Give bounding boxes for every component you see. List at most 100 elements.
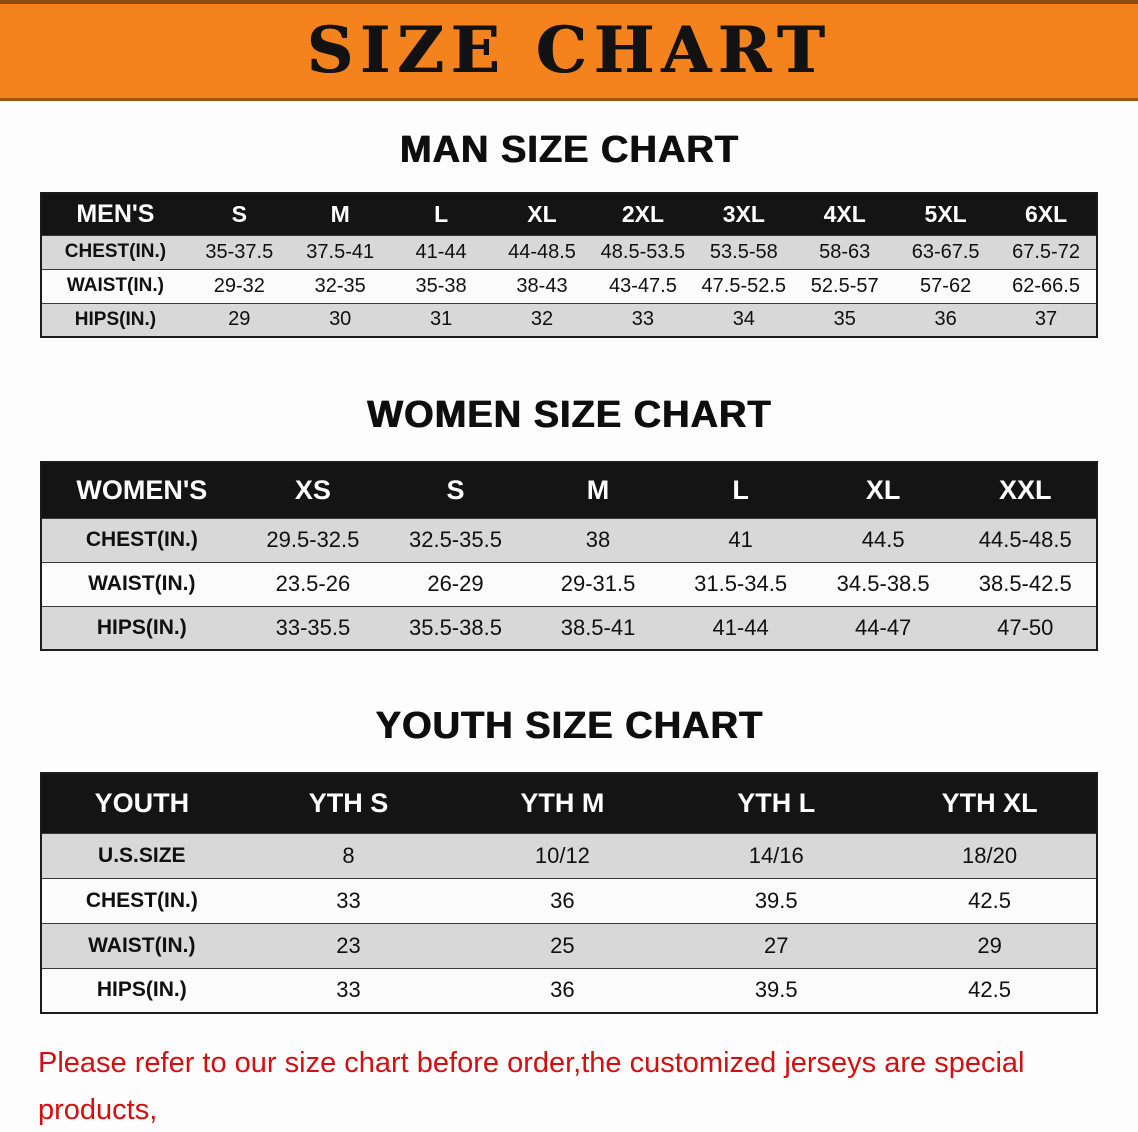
value-cell: 30 xyxy=(289,302,391,337)
table-header-row: WOMEN'S XS S M L XL XXL xyxy=(41,462,1097,518)
women-size-section: WOMEN SIZE CHART WOMEN'S XS S M L XL XXL CHEST(… xyxy=(0,394,1138,651)
size-header-cell: S xyxy=(384,462,527,518)
value-cell: 18/20 xyxy=(883,832,1097,878)
table-row: WAIST(IN.) 29-32 32-35 35-38 38-43 43-47.5 47.… xyxy=(41,268,1097,303)
table-row: WAIST(IN.) 23.5-26 26-29 29-31.5 31.5-34.5 34… xyxy=(41,561,1097,606)
value-cell: 35 xyxy=(794,302,896,337)
table-header-row: YOUTH YTH S YTH M YTH L YTH XL xyxy=(41,773,1097,833)
value-cell: 32 xyxy=(491,302,593,337)
value-cell: 63-67.5 xyxy=(895,234,997,269)
table-title-cell: YOUTH xyxy=(41,773,242,833)
value-cell: 38-43 xyxy=(491,268,593,303)
women-size-table: WOMEN'S XS S M L XL XXL CHEST(IN.) 29.5-32.5 32.5… xyxy=(40,461,1098,651)
men-section-heading: MAN SIZE CHART xyxy=(399,129,739,171)
value-cell: 34 xyxy=(693,302,795,337)
size-header-cell: M xyxy=(289,193,391,235)
value-cell: 33 xyxy=(241,967,456,1013)
value-cell: 44.5-48.5 xyxy=(954,517,1097,562)
size-header-cell: L xyxy=(390,193,492,235)
table-title-cell: MEN'S xyxy=(41,193,189,235)
size-header-cell: XS xyxy=(241,462,385,518)
notice-line-1: Please refer to our size chart before or… xyxy=(38,1047,1025,1126)
size-header-cell: S xyxy=(188,193,290,235)
size-header-cell: YTH XL xyxy=(883,773,1097,833)
table-row: CHEST(IN.) 29.5-32.5 32.5-35.5 38 41 44.5 44.5… xyxy=(41,517,1097,562)
value-cell: 29 xyxy=(883,922,1097,968)
women-section-heading: WOMEN SIZE CHART xyxy=(366,394,772,436)
men-size-section: MAN SIZE CHART MEN'S S M L XL 2XL 3XL 4XL 5XL 6XL… xyxy=(0,129,1138,338)
value-cell: 52.5-57 xyxy=(794,268,896,303)
men-size-table: MEN'S S M L XL 2XL 3XL 4XL 5XL 6XL CHEST(IN.) 35-37… xyxy=(40,192,1098,338)
value-cell: 44-48.5 xyxy=(491,234,593,269)
value-cell: 34.5-38.5 xyxy=(811,561,955,606)
table-row: CHEST(IN.) 35-37.5 37.5-41 41-44 44-48.5 48.5… xyxy=(41,234,1097,269)
footer-notice: Please refer to our size chart before or… xyxy=(0,1040,1138,1132)
value-cell: 44.5 xyxy=(811,517,955,562)
value-cell: 35.5-38.5 xyxy=(384,605,527,650)
row-label-cell: CHEST(IN.) xyxy=(41,877,242,923)
size-header-cell: 5XL xyxy=(895,193,997,235)
value-cell: 62-66.5 xyxy=(996,268,1097,303)
table-row: HIPS(IN.) 33-35.5 35.5-38.5 38.5-41 41-44 44-… xyxy=(41,605,1097,650)
table-row: WAIST(IN.) 23 25 27 29 xyxy=(41,922,1097,968)
size-header-cell: L xyxy=(669,462,812,518)
value-cell: 29 xyxy=(188,302,290,337)
size-header-cell: XL xyxy=(811,462,955,518)
value-cell: 33 xyxy=(592,302,694,337)
row-label-cell: CHEST(IN.) xyxy=(41,517,242,562)
value-cell: 53.5-58 xyxy=(693,234,795,269)
value-cell: 47-50 xyxy=(954,605,1097,650)
value-cell: 42.5 xyxy=(883,877,1097,923)
value-cell: 27 xyxy=(669,922,884,968)
value-cell: 8 xyxy=(241,832,456,878)
youth-section-heading: YOUTH SIZE CHART xyxy=(375,705,763,747)
value-cell: 41-44 xyxy=(390,234,492,269)
value-cell: 47.5-52.5 xyxy=(693,268,795,303)
value-cell: 39.5 xyxy=(669,967,884,1013)
value-cell: 29.5-32.5 xyxy=(241,517,385,562)
size-header-cell: XL xyxy=(491,193,593,235)
value-cell: 33 xyxy=(241,877,456,923)
table-row: CHEST(IN.) 33 36 39.5 42.5 xyxy=(41,877,1097,923)
value-cell: 36 xyxy=(895,302,997,337)
value-cell: 14/16 xyxy=(669,832,884,878)
banner: SIZE CHART xyxy=(0,0,1138,101)
value-cell: 41-44 xyxy=(669,605,812,650)
value-cell: 44-47 xyxy=(811,605,955,650)
value-cell: 57-62 xyxy=(895,268,997,303)
value-cell: 42.5 xyxy=(883,967,1097,1013)
size-header-cell: XXL xyxy=(954,462,1097,518)
page-title: SIZE CHART xyxy=(306,13,832,88)
value-cell: 23.5-26 xyxy=(241,561,385,606)
value-cell: 36 xyxy=(455,967,670,1013)
size-header-cell: 4XL xyxy=(794,193,896,235)
table-title-cell: WOMEN'S xyxy=(41,462,242,518)
value-cell: 36 xyxy=(455,877,670,923)
row-label-cell: HIPS(IN.) xyxy=(41,967,242,1013)
value-cell: 31.5-34.5 xyxy=(669,561,812,606)
size-header-cell: YTH L xyxy=(669,773,884,833)
row-label-cell: HIPS(IN.) xyxy=(41,605,242,650)
value-cell: 29-32 xyxy=(188,268,290,303)
value-cell: 32.5-35.5 xyxy=(384,517,527,562)
value-cell: 23 xyxy=(241,922,456,968)
size-header-cell: YTH M xyxy=(455,773,670,833)
row-label-cell: U.S.SIZE xyxy=(41,832,242,878)
row-label-cell: WAIST(IN.) xyxy=(41,268,189,303)
table-header-row: MEN'S S M L XL 2XL 3XL 4XL 5XL 6XL xyxy=(41,193,1097,235)
youth-size-section: YOUTH SIZE CHART YOUTH YTH S YTH M YTH L YTH… xyxy=(0,705,1138,1014)
value-cell: 26-29 xyxy=(384,561,527,606)
value-cell: 67.5-72 xyxy=(996,234,1097,269)
value-cell: 48.5-53.5 xyxy=(592,234,694,269)
value-cell: 10/12 xyxy=(455,832,670,878)
table-row: U.S.SIZE 8 10/12 14/16 18/20 xyxy=(41,832,1097,878)
value-cell: 41 xyxy=(669,517,812,562)
value-cell: 38.5-41 xyxy=(526,605,670,650)
size-header-cell: 2XL xyxy=(592,193,694,235)
size-header-cell: 6XL xyxy=(996,193,1097,235)
value-cell: 43-47.5 xyxy=(592,268,694,303)
value-cell: 25 xyxy=(455,922,670,968)
row-label-cell: CHEST(IN.) xyxy=(41,234,189,269)
value-cell: 32-35 xyxy=(289,268,391,303)
